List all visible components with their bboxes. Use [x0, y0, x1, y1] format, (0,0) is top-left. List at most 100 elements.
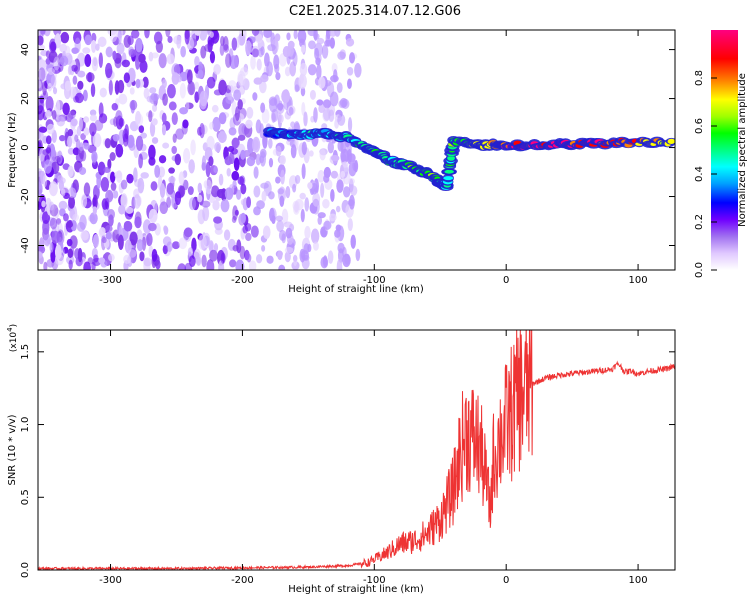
noise-blob [279, 195, 285, 207]
noise-blob [250, 55, 256, 70]
noise-blob [38, 168, 43, 177]
noise-blob [231, 137, 240, 149]
colorbar-tick-label: 0.6 [694, 118, 705, 134]
noise-blob [67, 187, 77, 198]
noise-blob [45, 110, 52, 119]
colorbar-ticks: 0.0 0.2 0.4 0.6 0.8 [694, 70, 717, 278]
noise-blob [348, 194, 355, 210]
noise-blob [329, 213, 337, 222]
noise-blob [135, 78, 141, 89]
noise-blob [202, 205, 210, 222]
signal-blob [667, 138, 675, 144]
noise-blob [123, 254, 132, 265]
spectrogram-x-ticks: -300 -200 -100 0 100 [99, 30, 648, 286]
noise-blob [277, 112, 282, 124]
noise-blob [120, 193, 128, 209]
noise-blob [275, 176, 281, 184]
noise-blob [349, 185, 358, 196]
noise-blob [208, 240, 214, 252]
noise-blob [199, 90, 208, 107]
noise-blob [187, 247, 194, 257]
noise-blob [246, 253, 252, 263]
noise-blob [171, 72, 180, 85]
noise-blob [205, 161, 211, 178]
noise-blob [224, 187, 234, 200]
noise-blob [217, 131, 227, 143]
noise-blob [201, 155, 207, 171]
noise-blob [91, 39, 97, 53]
noise-blob [330, 188, 335, 202]
noise-blob [239, 66, 249, 77]
noise-blob [231, 170, 240, 181]
spectrogram-y-tick-label: 20 [20, 92, 31, 105]
noise-blob [180, 46, 186, 58]
spectrogram-x-tick-label: -300 [99, 275, 122, 286]
noise-blob [318, 76, 326, 89]
noise-region [38, 30, 362, 270]
noise-blob [112, 133, 120, 142]
noise-blob [224, 156, 233, 166]
noise-blob [49, 217, 58, 230]
noise-blob [313, 107, 318, 123]
noise-blob [301, 101, 306, 116]
noise-blob [212, 199, 220, 211]
noise-blob [59, 134, 66, 142]
noise-blob [68, 259, 73, 270]
noise-blob [348, 178, 355, 185]
noise-blob [329, 30, 337, 37]
noise-blob [211, 104, 219, 113]
snr-x-tick-label: 100 [629, 575, 648, 586]
snr-frame [37, 329, 676, 571]
noise-blob [118, 93, 128, 105]
spectrogram-y-tick-label: 0 [20, 144, 31, 150]
noise-blob [150, 93, 160, 102]
noise-blob [278, 229, 287, 241]
signal-blob [447, 155, 455, 161]
noise-blob [161, 124, 167, 136]
noise-blob [275, 72, 281, 81]
noise-blob [298, 73, 307, 89]
noise-blob [105, 225, 113, 232]
snr-y-tick-label: 1.0 [20, 417, 31, 433]
noise-blob [220, 252, 226, 264]
noise-blob [133, 194, 141, 209]
noise-blob [204, 44, 213, 52]
noise-blob [92, 133, 102, 148]
snr-x-tick-label: -300 [99, 575, 122, 586]
noise-blob [300, 86, 306, 97]
noise-blob [135, 37, 143, 53]
noise-blob [138, 153, 143, 169]
noise-blob [352, 160, 358, 172]
noise-blob [205, 179, 213, 195]
colorbar-tick-label: 0.8 [694, 70, 705, 86]
noise-blob [266, 255, 274, 264]
noise-blob [194, 81, 200, 90]
noise-blob [260, 182, 269, 189]
noise-blob [173, 64, 182, 75]
noise-blob [316, 63, 322, 80]
noise-blob [80, 194, 88, 208]
noise-blob [40, 30, 46, 36]
noise-blob [157, 175, 163, 191]
noise-blob [148, 156, 156, 166]
noise-blob [126, 173, 134, 184]
noise-blob [52, 87, 58, 95]
noise-blob [233, 157, 240, 171]
noise-blob [49, 41, 57, 52]
noise-blob [266, 61, 273, 77]
snr-y-tick-label: 1.5 [20, 344, 31, 360]
noise-blob [322, 198, 330, 209]
noise-blob [50, 74, 57, 89]
noise-blob [229, 259, 237, 268]
noise-blob [275, 145, 282, 157]
snr-scale-close: ) [9, 324, 19, 328]
noise-blob [38, 67, 46, 81]
noise-blob [158, 155, 167, 164]
noise-blob [49, 242, 54, 253]
noise-blob [178, 237, 188, 250]
noise-blob [303, 111, 308, 127]
noise-blob [60, 188, 66, 197]
noise-blob [67, 110, 76, 119]
noise-blob [237, 176, 245, 185]
